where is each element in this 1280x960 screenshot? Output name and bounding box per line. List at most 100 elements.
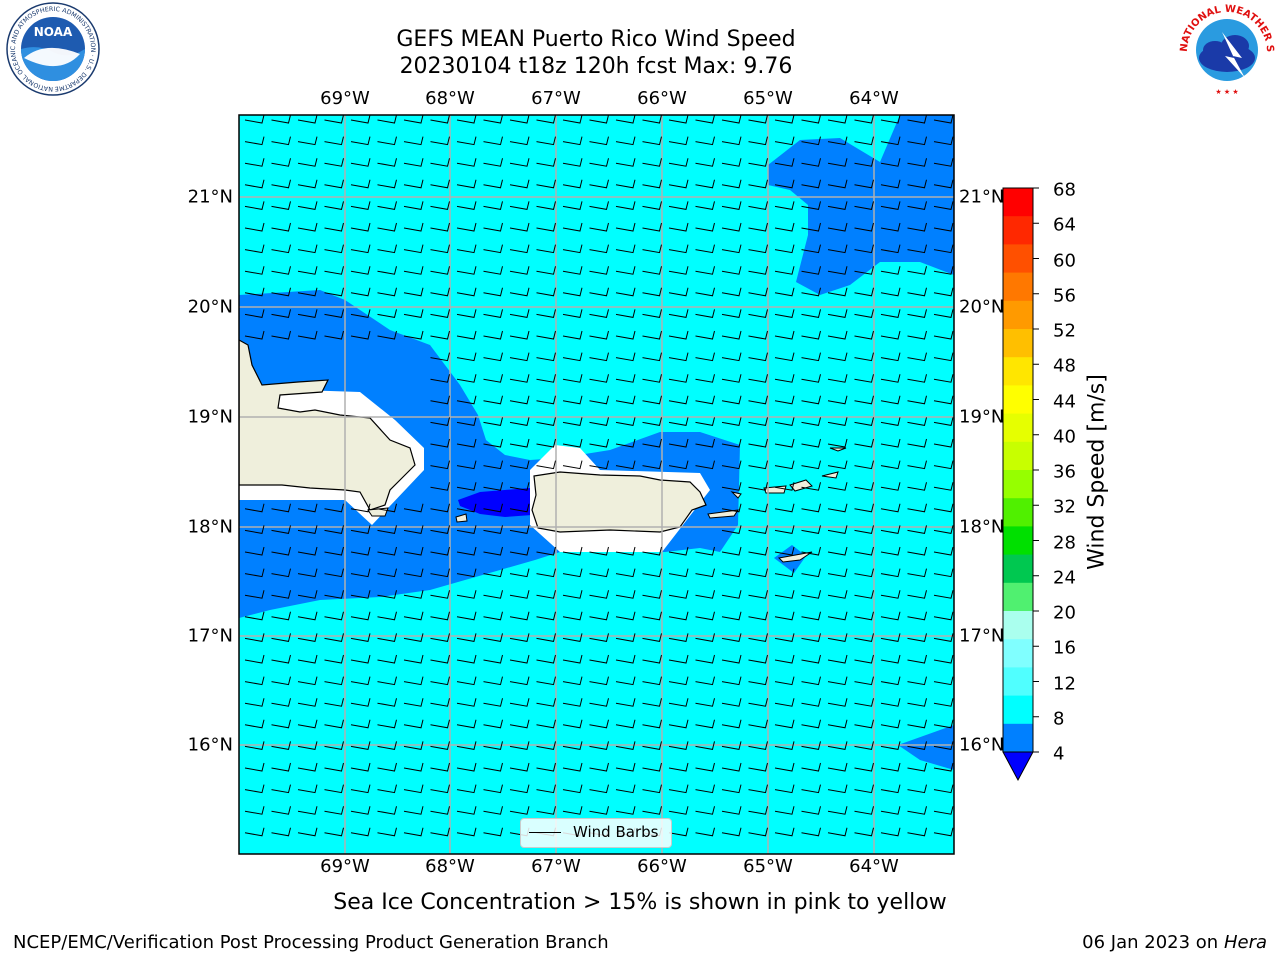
wind-barb xyxy=(271,287,291,297)
map-frame xyxy=(238,114,955,855)
wind-barb xyxy=(642,438,662,448)
colorbar-tick-label: 40 xyxy=(1053,426,1076,448)
footer-date-text: 06 Jan 2023 on xyxy=(1082,932,1224,953)
wind-barb xyxy=(430,395,450,405)
wind-barb xyxy=(615,719,636,729)
wind-barb xyxy=(721,676,742,686)
wind-barb xyxy=(456,179,477,189)
wind-barb xyxy=(615,395,636,405)
wind-barb xyxy=(748,330,768,340)
wind-barb xyxy=(297,266,318,275)
wind-barb xyxy=(589,568,609,578)
wind-barb xyxy=(377,525,397,534)
wind-barb xyxy=(668,201,689,210)
wind-barb xyxy=(244,676,265,686)
wind-barb xyxy=(774,741,795,750)
wind-barb xyxy=(695,568,715,578)
wind-barb xyxy=(589,158,609,167)
wind-barb xyxy=(403,266,424,275)
wind-barb xyxy=(509,568,530,578)
wind-barb xyxy=(854,654,874,664)
wind-barb xyxy=(403,309,424,318)
wind-barb xyxy=(350,244,371,254)
wind-barb xyxy=(854,309,874,318)
wind-barb xyxy=(562,611,583,621)
wind-barb xyxy=(244,611,265,621)
wind-barb xyxy=(483,719,503,729)
map-legend: Wind Barbs xyxy=(520,818,672,848)
wind-barb xyxy=(483,611,503,621)
wind-barb xyxy=(907,222,927,232)
wind-barb xyxy=(721,438,742,448)
wind-barb xyxy=(377,611,397,621)
wind-barb xyxy=(430,438,450,448)
wind-barb xyxy=(509,352,530,362)
wind-barb xyxy=(536,417,556,426)
wind-barb xyxy=(509,395,530,405)
wind-barb xyxy=(562,244,583,254)
wind-barb xyxy=(324,546,344,556)
wind-barb xyxy=(933,417,954,426)
colorbar-segment xyxy=(1003,272,1033,302)
wind-barb xyxy=(827,417,848,426)
wind-barb xyxy=(854,719,874,729)
wind-barb xyxy=(589,741,609,750)
wind-barb xyxy=(430,330,450,340)
wind-barb xyxy=(483,503,503,513)
wind-barb xyxy=(748,762,768,772)
wind-barb xyxy=(589,395,609,405)
wind-barb xyxy=(562,719,583,729)
colorbar-tick-label: 64 xyxy=(1053,214,1076,236)
wind-barb xyxy=(880,546,901,556)
wind-barb xyxy=(456,806,477,815)
wind-barb xyxy=(403,762,424,772)
wind-barb xyxy=(668,611,689,621)
wind-barb xyxy=(827,115,848,124)
wind-barb xyxy=(668,266,689,275)
wind-barb xyxy=(774,179,795,189)
wind-barb xyxy=(933,460,954,470)
noaa-logo: NATIONAL OCEANIC AND ATMOSPHERIC ADMINIS… xyxy=(0,0,100,96)
lat-label-right: 21°N xyxy=(959,186,1005,208)
wind-barb xyxy=(509,244,530,254)
wind-barb xyxy=(748,201,768,210)
wind-barb xyxy=(695,762,715,772)
wind-barb xyxy=(430,525,450,534)
wind-barb xyxy=(801,266,821,275)
wind-barb xyxy=(774,136,795,146)
wind-barb xyxy=(244,330,265,340)
wind-barb xyxy=(509,590,530,599)
wind-barb xyxy=(562,438,583,448)
wind-barb xyxy=(589,417,609,426)
wind-barb xyxy=(271,136,291,146)
wind-barb xyxy=(244,266,265,275)
wind-barb xyxy=(350,633,371,642)
wind-barb xyxy=(324,654,344,664)
wind-barb xyxy=(271,503,291,513)
wind-barb xyxy=(589,676,609,686)
wind-barb xyxy=(907,568,927,578)
wind-barb xyxy=(668,374,689,383)
wind-barb xyxy=(748,266,768,275)
wind-barb xyxy=(456,309,477,318)
colorbar-segment xyxy=(1003,611,1033,640)
wind-barb xyxy=(509,309,530,318)
wind-barb xyxy=(721,201,742,210)
wind-barb xyxy=(271,698,291,707)
wind-barb xyxy=(430,503,450,513)
wind-barb xyxy=(297,503,318,513)
wind-barb xyxy=(827,287,848,297)
wind-barb xyxy=(403,525,424,534)
wind-barb xyxy=(748,309,768,318)
wind-barb xyxy=(324,136,344,146)
wind-barb xyxy=(880,633,901,642)
wind-barb xyxy=(430,482,450,491)
wind-barb xyxy=(668,806,689,815)
wind-barb xyxy=(271,244,291,254)
wind-barb xyxy=(721,741,742,750)
lon-label-bottom: 64°W xyxy=(849,856,899,877)
wind-barb xyxy=(509,179,530,189)
wind-barb xyxy=(456,158,477,167)
wind-barb xyxy=(774,611,795,621)
wind-barb xyxy=(509,784,530,794)
